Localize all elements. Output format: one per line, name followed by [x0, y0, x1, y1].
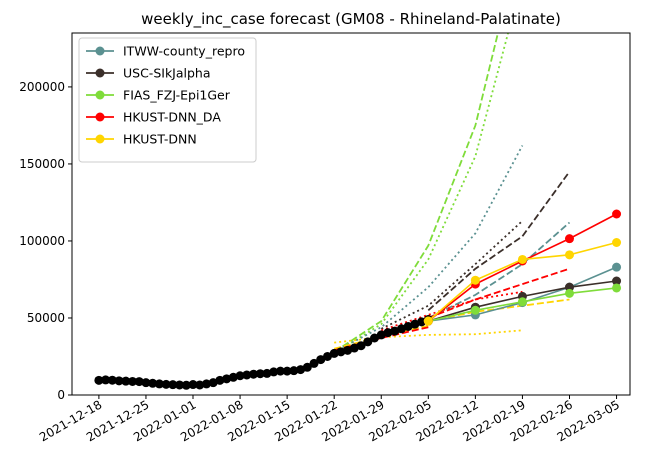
- observed-point: [128, 376, 138, 386]
- observed-point: [356, 341, 366, 351]
- forecast-line: [333, 33, 499, 353]
- series-point: [564, 288, 574, 298]
- forecast-line: [333, 326, 429, 352]
- observed-point: [101, 375, 111, 385]
- observed-point: [94, 375, 104, 385]
- observed-point: [336, 347, 346, 357]
- observed-point: [168, 380, 178, 390]
- observed-point: [322, 351, 332, 361]
- chart-title: weekly_inc_case forecast (GM08 - Rhinela…: [141, 10, 561, 29]
- x-axis: 2021-12-182021-12-252022-01-012022-01-08…: [37, 395, 622, 444]
- series-line: [427, 241, 617, 322]
- observed-point: [249, 369, 259, 379]
- series-point: [612, 237, 622, 247]
- series-point: [470, 275, 480, 285]
- forecast-line: [333, 33, 510, 355]
- legend: ITWW-county_repro USC-SIkJalpha FIAS_FZJ-E…: [78, 37, 257, 163]
- observed-point: [383, 328, 393, 338]
- legend-swatch-marker: [95, 134, 105, 144]
- observed-point: [107, 375, 117, 385]
- series-point: [564, 282, 574, 292]
- series-point: [517, 254, 527, 264]
- series-point: [612, 209, 622, 219]
- legend-label: ITWW-county_repro: [123, 44, 245, 59]
- y-tick-label: 200000: [19, 80, 65, 94]
- observed-point: [316, 355, 326, 365]
- observed-point: [175, 380, 185, 390]
- series-point: [564, 250, 574, 260]
- observed-point: [363, 337, 373, 347]
- observed-point: [282, 366, 292, 376]
- series-point: [517, 297, 527, 307]
- observed-point: [262, 368, 272, 378]
- legend-label: FIAS_FZJ-Epi1Ger: [123, 88, 231, 103]
- forecast-line: [334, 329, 523, 344]
- observed-point: [181, 380, 191, 390]
- series-point: [423, 316, 433, 326]
- forecast-line: [427, 267, 570, 319]
- observed-point: [114, 376, 124, 386]
- observed-point: [195, 380, 205, 390]
- forecast-line: [380, 220, 524, 330]
- forecast-line: [427, 221, 571, 319]
- legend-label: USC-SIkJalpha: [123, 66, 211, 81]
- observed-point: [121, 376, 131, 386]
- observed-point: [161, 379, 171, 389]
- series-point: [564, 234, 574, 244]
- forecast-line: [333, 145, 524, 353]
- observed-point: [370, 333, 380, 343]
- observed-point: [242, 370, 252, 380]
- observed-point: [329, 348, 339, 358]
- observed-point: [302, 362, 312, 372]
- series-point: [612, 283, 622, 293]
- y-axis: 0 50000 100000 150000 200000: [19, 80, 72, 402]
- observed-point: [134, 377, 144, 387]
- series-point: [470, 305, 480, 315]
- observed-point: [275, 366, 285, 376]
- forecast-line: [333, 324, 429, 350]
- forecast-line: [427, 171, 571, 311]
- observed-point: [222, 374, 232, 384]
- series-point: [612, 262, 622, 272]
- plot-frame: [71, 32, 631, 396]
- y-tick-label: 150000: [19, 157, 65, 171]
- legend-swatch-marker: [95, 68, 105, 78]
- y-tick-label: 0: [57, 388, 65, 402]
- model-series: [423, 209, 622, 326]
- observed-point: [228, 372, 238, 382]
- observed-point: [235, 371, 245, 381]
- legend-label: HKUST-DNN_DA: [123, 110, 221, 125]
- observed-point: [255, 369, 265, 379]
- legend-swatch-marker: [95, 46, 105, 56]
- observed-point: [148, 378, 158, 388]
- series-point: [612, 276, 622, 286]
- legend-label: HKUST-DNN: [123, 132, 197, 147]
- y-tick-label: 50000: [27, 311, 65, 325]
- observed-series: [94, 315, 433, 390]
- observed-point: [188, 380, 198, 390]
- legend-swatch-marker: [95, 90, 105, 100]
- legend-swatch-marker: [95, 112, 105, 122]
- observed-point: [289, 366, 299, 376]
- observed-point: [154, 379, 164, 389]
- observed-point: [309, 358, 319, 368]
- observed-point: [141, 378, 151, 388]
- observed-point: [269, 367, 279, 377]
- legend-box: [78, 37, 257, 163]
- observed-point: [201, 379, 211, 389]
- observed-point: [215, 375, 225, 385]
- y-tick-label: 100000: [19, 234, 65, 248]
